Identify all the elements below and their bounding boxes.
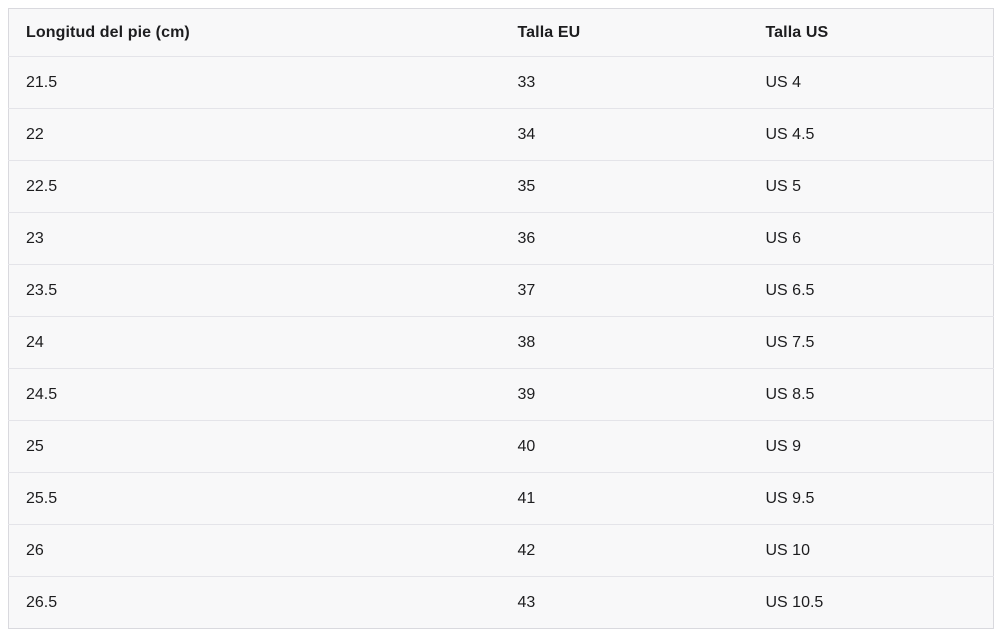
size-table: Longitud del pie (cm) Talla EU Talla US 21… [8, 8, 994, 629]
table-cell: 40 [500, 420, 749, 473]
table-cell: US 6 [748, 212, 994, 265]
table-cell: US 9.5 [748, 472, 994, 525]
table-row: 23 36 US 6 [8, 212, 994, 265]
table-row: 22 34 US 4.5 [8, 108, 994, 161]
table-cell: US 4 [748, 56, 994, 109]
table-row: 24.5 39 US 8.5 [8, 368, 994, 421]
column-header: Longitud del pie (cm) [8, 8, 501, 57]
table-cell: 36 [500, 212, 749, 265]
table-cell: US 8.5 [748, 368, 994, 421]
table-row: 22.5 35 US 5 [8, 160, 994, 213]
table-cell: US 5 [748, 160, 994, 213]
table-cell: US 6.5 [748, 264, 994, 317]
table-cell: 26 [8, 524, 501, 577]
table-row: 21.5 33 US 4 [8, 56, 994, 109]
table-cell: 34 [500, 108, 749, 161]
table-row: 25.5 41 US 9.5 [8, 472, 994, 525]
table-cell: 26.5 [26, 593, 58, 611]
column-header: Talla EU [500, 8, 749, 57]
table-cell: 25 [8, 420, 501, 473]
table-cell: 42 [500, 524, 749, 577]
table-row: 26.5 43 US 10.5 [9, 577, 994, 629]
table-cell: 39 [500, 368, 749, 421]
table-cell: 24.5 [8, 368, 501, 421]
size-chart-container: Longitud del pie (cm) Talla EU Talla US 21… [8, 8, 994, 629]
column-header: Talla US [748, 8, 994, 57]
table-row: 25 40 US 9 [8, 420, 994, 473]
table-cell: US 4.5 [748, 108, 994, 161]
table-cell: 21.5 [8, 56, 501, 109]
table-cell: US 10 [748, 524, 994, 577]
header-row: Longitud del pie (cm) Talla EU Talla US [8, 8, 994, 57]
table-cell: 41 [500, 472, 749, 525]
table-cell: 37 [500, 264, 749, 317]
table-row: 24 38 US 7.5 [8, 316, 994, 369]
size-table-body: 21.5 33 US 4 22 34 US 4.5 22.5 35 US 5 23 36 US 6 23… [8, 56, 994, 629]
table-cell: 22.5 [8, 160, 501, 213]
table-cell: 24 [8, 316, 501, 369]
table-row: 26 42 US 10 [8, 524, 994, 577]
table-cell: 43 [517, 593, 536, 611]
table-cell: US 9 [748, 420, 994, 473]
table-cell: US 7.5 [748, 316, 994, 369]
table-row: 23.5 37 US 6.5 [8, 264, 994, 317]
table-cell: 25.5 [8, 472, 501, 525]
size-table-header: Longitud del pie (cm) Talla EU Talla US [8, 8, 994, 57]
table-cell: 23.5 [8, 264, 501, 317]
table-cell: 38 [500, 316, 749, 369]
table-cell: 33 [500, 56, 749, 109]
table-cell: 35 [500, 160, 749, 213]
table-cell: 23 [8, 212, 501, 265]
table-cell: 22 [8, 108, 501, 161]
table-cell: US 10.5 [765, 593, 824, 611]
